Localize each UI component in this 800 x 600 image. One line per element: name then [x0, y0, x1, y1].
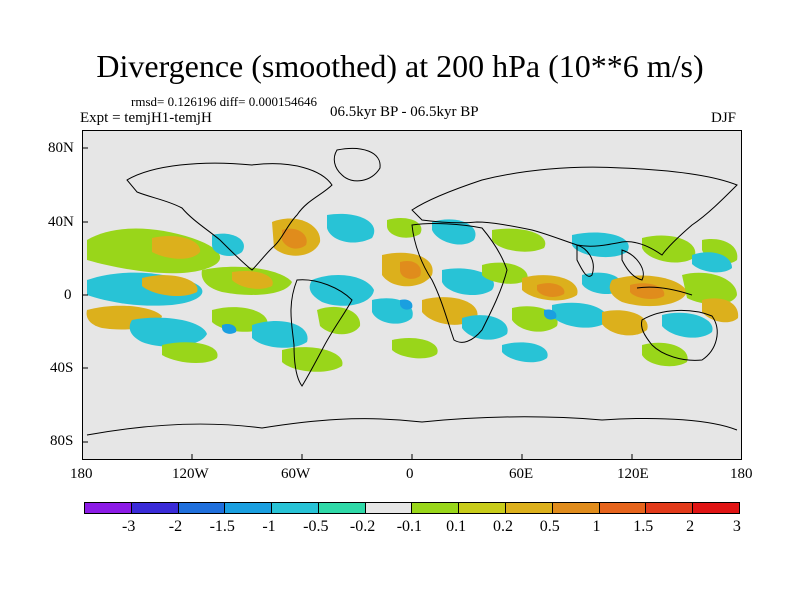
colorbar-swatch [411, 502, 460, 514]
plot-title: Divergence (smoothed) at 200 hPa (10**6 … [96, 48, 704, 84]
colorbar-labels: -3 -2 -1.5 -1 -0.5 -0.2 -0.1 0.1 0.2 0.5 1 1.5 2 3 [85, 518, 741, 540]
lon-label-120e: 120E [617, 466, 649, 482]
colorbar-label: 0.5 [539, 518, 560, 535]
colorbar-label: 0.1 [446, 518, 467, 535]
lon-label-180e: 180 [730, 466, 753, 482]
colorbar-swatch [692, 502, 740, 514]
experiment-label: Expt = temjH1-temjH [80, 110, 212, 126]
colorbar [84, 502, 740, 514]
lon-label-60w: 60W [281, 466, 311, 482]
colorbar-label: -0.1 [396, 518, 423, 535]
colorbar-label: 1.5 [633, 518, 654, 535]
lat-label-80n: 80N [48, 140, 74, 156]
colorbar-label: 2 [686, 518, 695, 535]
colorbar-swatch [364, 502, 413, 514]
season-label: DJF [711, 110, 737, 126]
lon-label-0: 0 [406, 466, 414, 482]
colorbar-swatch [598, 502, 647, 514]
period-label: 06.5kyr BP - 06.5kyr BP [330, 104, 479, 120]
colorbar-swatch [317, 502, 366, 514]
colorbar-swatch [84, 502, 132, 514]
divergence-contours [86, 213, 739, 372]
lat-label-80s: 80S [50, 433, 74, 449]
coastlines [86, 147, 738, 436]
divergence-map [82, 130, 742, 460]
colorbar-swatch [177, 502, 226, 514]
colorbar-swatch [458, 502, 507, 514]
stats-text: rmsd= 0.126196 diff= 0.000154646 [131, 94, 317, 109]
colorbar-label: 1 [592, 518, 601, 535]
colorbar-swatch [645, 502, 694, 514]
lat-label-0: 0 [64, 287, 72, 303]
colorbar-swatch [130, 502, 179, 514]
colorbar-label: -1.5 [209, 518, 235, 535]
colorbar-label: -2 [168, 518, 183, 535]
colorbar-swatch [505, 502, 553, 514]
colorbar-swatch [271, 502, 319, 514]
colorbar-label: -1 [262, 518, 276, 535]
colorbar-label: -3 [121, 518, 136, 535]
axis-ticks [82, 147, 633, 460]
lat-label-40s: 40S [50, 360, 74, 376]
colorbar-label: -0.5 [303, 518, 329, 535]
colorbar-label: 3 [732, 518, 741, 535]
colorbar-swatch [224, 502, 273, 514]
colorbar-label: -0.2 [349, 518, 376, 535]
colorbar-label: 0.2 [492, 518, 513, 535]
lat-label-40n: 40N [48, 214, 74, 230]
lon-label-120w: 120W [172, 466, 209, 482]
colorbar-swatch [551, 502, 600, 514]
lon-label-180w: 180 [70, 466, 93, 482]
lon-label-60e: 60E [509, 466, 534, 482]
